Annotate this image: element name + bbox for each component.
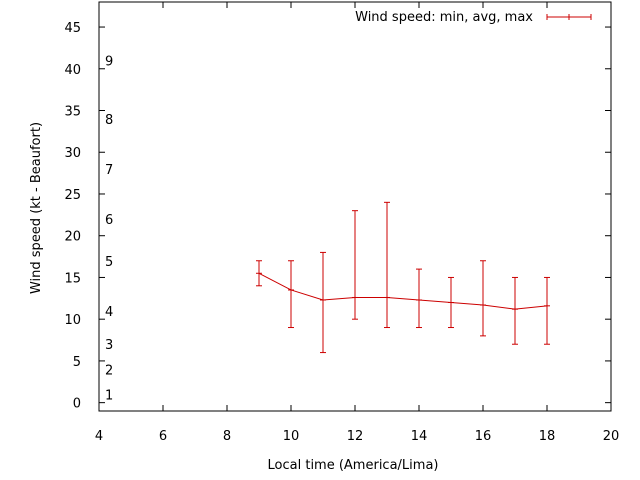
error-bar [512,276,518,345]
error-bar [256,260,262,287]
x-tick-label: 20 [603,429,620,444]
y-tick-label: 20 [64,230,81,245]
error-bar [352,210,358,320]
error-bar [448,276,454,329]
x-tick-label: 6 [159,429,167,444]
y-tick-label: 40 [64,63,81,78]
avg-line [258,272,548,310]
beaufort-label: 1 [105,388,113,403]
y-tick-label: 0 [73,397,81,412]
beaufort-label: 2 [105,363,113,378]
y-axis-label: Wind speed (kt - Beaufort) [29,122,44,294]
x-tick-label: 10 [283,429,300,444]
error-bar [384,201,390,329]
error-bar [320,251,326,354]
beaufort-label: 3 [105,338,113,353]
legend-label: Wind speed: min, avg, max [355,10,533,25]
y-tick-label: 30 [64,146,81,161]
y-tick-label: 35 [64,105,81,120]
plot-frame [98,1,612,412]
x-tick-label: 14 [411,429,428,444]
beaufort-label: 4 [105,305,113,320]
y-tick-label: 45 [64,21,81,36]
beaufort-label: 8 [105,113,113,128]
x-tick-label: 18 [539,429,556,444]
beaufort-label: 5 [105,255,113,270]
beaufort-label: 9 [105,54,113,69]
error-bar [480,260,486,337]
x-tick-label: 12 [347,429,364,444]
y-tick-label: 15 [64,271,81,286]
x-tick-label: 4 [95,429,103,444]
beaufort-label: 7 [105,163,113,178]
series-layer [256,201,550,354]
x-tick-label: 16 [475,429,492,444]
error-bar [544,276,550,345]
beaufort-label: 6 [105,213,113,228]
y-tick-label: 25 [64,188,81,203]
legend: Wind speed: min, avg, max [355,10,592,25]
y-tick-label: 5 [73,355,81,370]
x-tick-label: 8 [223,429,231,444]
y-tick-label: 10 [64,313,81,328]
axes-layer: 4 6 8 10 12 14 16 18 200510152025303540451234567… [64,1,620,444]
error-bar [416,268,422,329]
error-bar [288,260,294,329]
x-axis-label: Local time (America/Lima) [268,458,439,473]
